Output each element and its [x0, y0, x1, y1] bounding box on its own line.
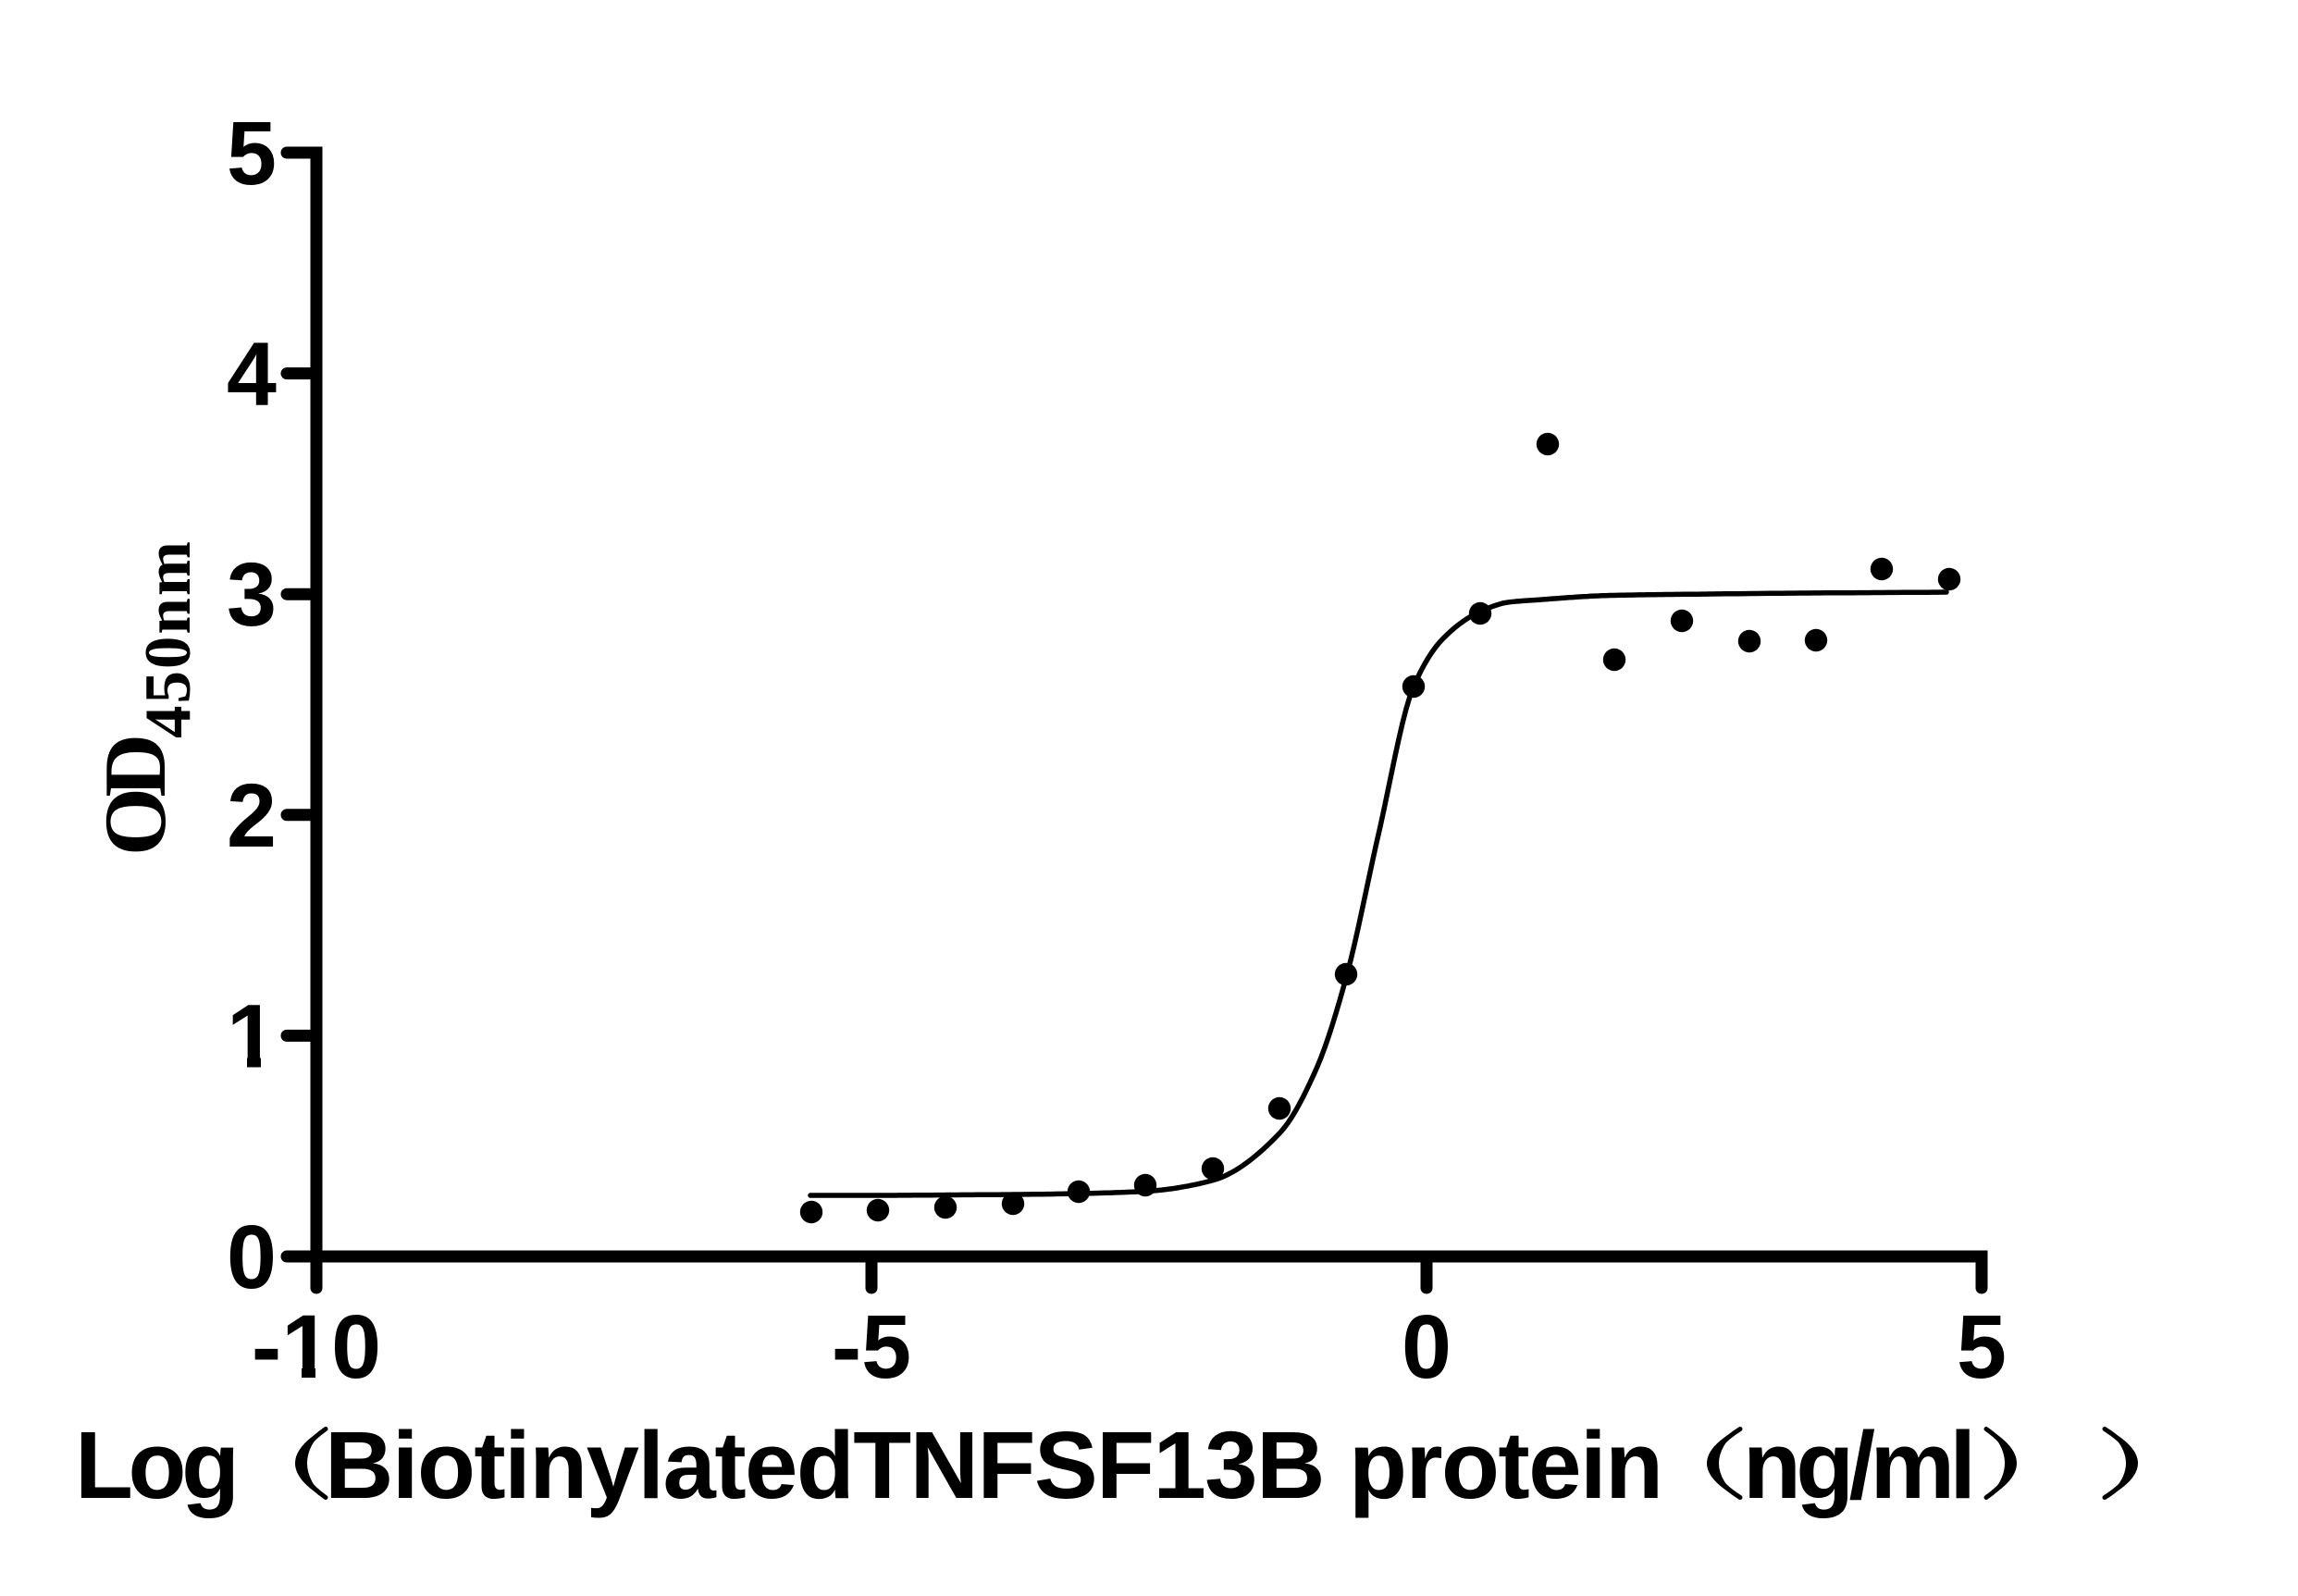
svg-text:ng/ml: ng/ml: [1743, 1412, 1976, 1518]
svg-text:1: 1: [227, 985, 277, 1086]
svg-text:-5: -5: [832, 1296, 911, 1397]
svg-text:0: 0: [1402, 1296, 1452, 1397]
svg-text:5: 5: [227, 103, 277, 204]
svg-text:OD: OD: [86, 734, 184, 856]
svg-text:2: 2: [227, 765, 277, 866]
svg-text:BiotinylatedTNFSF13B protein: BiotinylatedTNFSF13B protein: [325, 1412, 1663, 1518]
svg-text:450nm: 450nm: [132, 541, 204, 738]
svg-text:Log: Log: [75, 1412, 240, 1518]
svg-text:0: 0: [227, 1206, 277, 1307]
svg-text:-10: -10: [252, 1296, 381, 1397]
svg-text:5: 5: [1957, 1296, 2007, 1397]
svg-text:3: 3: [227, 544, 277, 645]
svg-text:4: 4: [227, 324, 277, 425]
